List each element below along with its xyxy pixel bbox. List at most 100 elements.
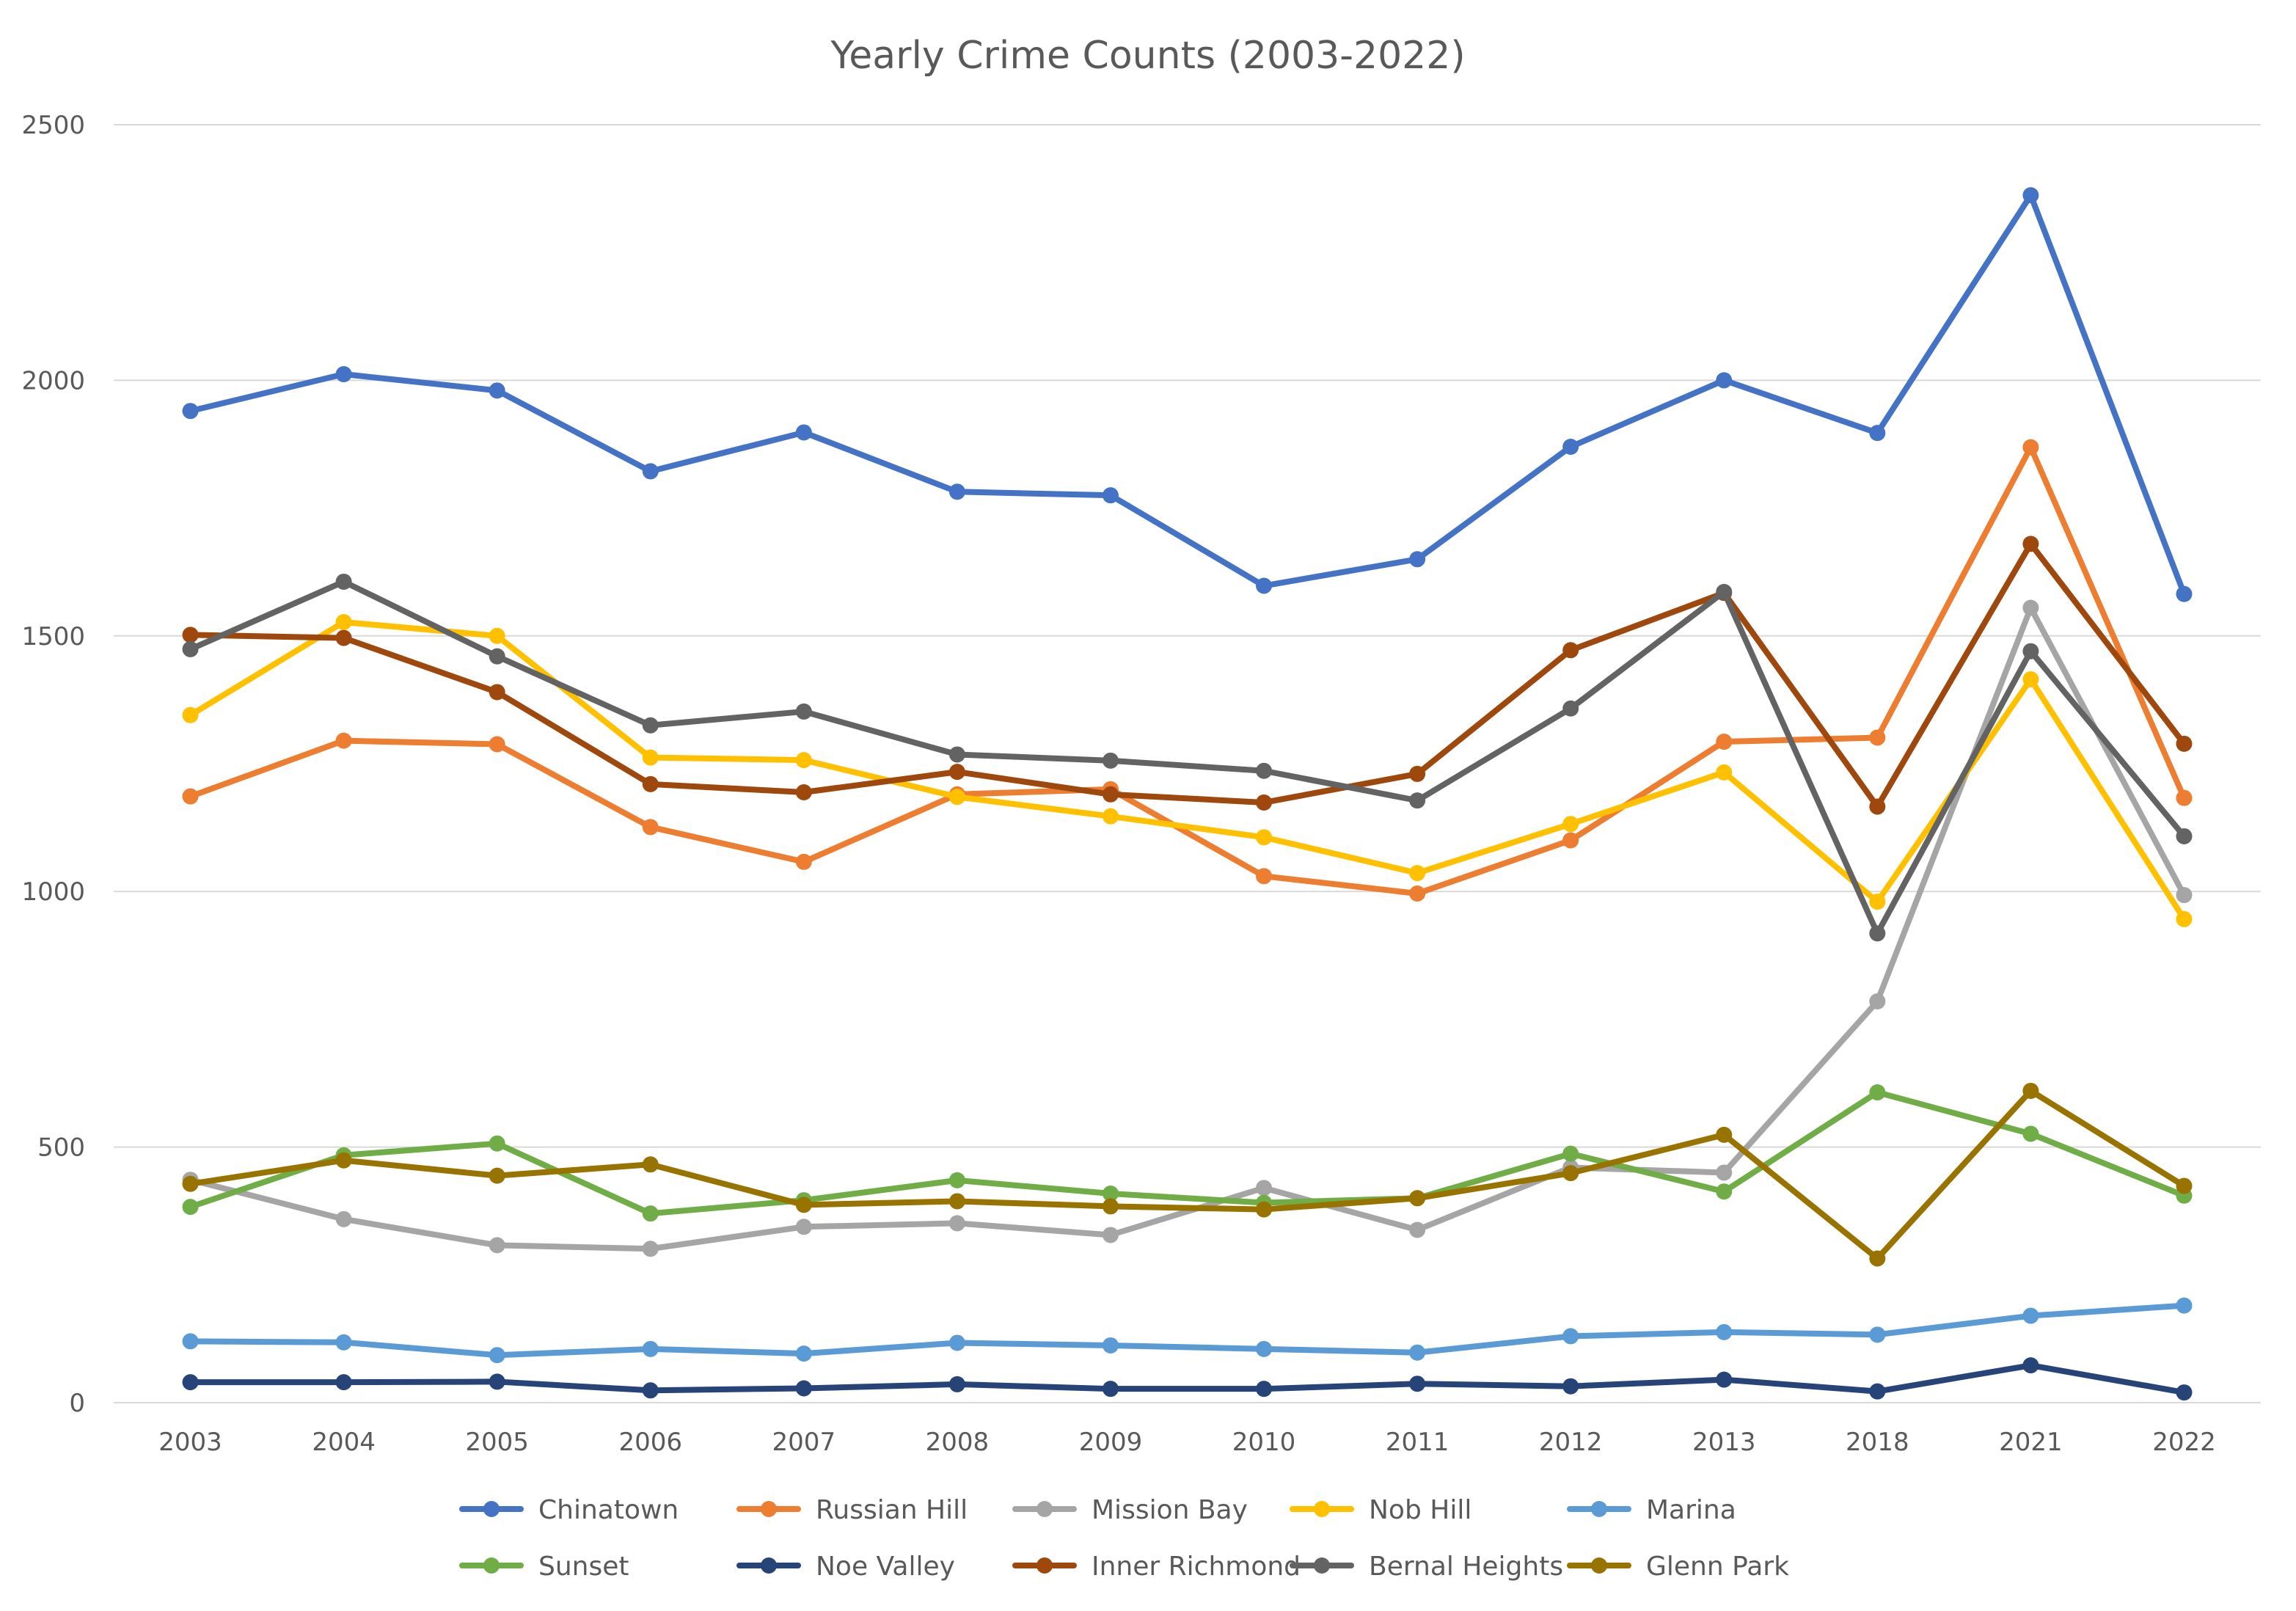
legend-item-noe-valley: Noe Valley [736,1552,955,1582]
data-point-russian-hill [1562,832,1579,849]
data-point-marina [1869,1326,1886,1343]
data-point-mission-bay [2176,887,2193,904]
data-point-mission-bay [1409,1221,1426,1238]
y-tick-label: 500 [37,1133,85,1163]
series-line-noe-valley [187,1362,2187,1396]
data-point-noe-valley [1102,1381,1119,1398]
series-chinatown [182,187,2193,602]
data-point-russian-hill [1869,729,1886,746]
data-point-noe-valley [489,1373,505,1390]
data-point-glenn-park [642,1156,659,1173]
data-point-glenn-park [2176,1177,2193,1194]
data-point-bernal-heights [335,573,352,590]
data-point-russian-hill [182,788,199,805]
legend-label: Marina [1646,1495,1736,1525]
data-point-nob-hill [182,706,199,723]
data-point-nob-hill [1256,829,1273,846]
data-point-mission-bay [948,1215,965,1232]
x-tick-label: 2021 [1999,1428,2063,1457]
series-line-bernal-heights [187,578,2187,937]
data-point-marina [2022,1307,2039,1324]
data-point-inner-richmond [1256,794,1273,811]
legend-label: Mission Bay [1092,1495,1248,1525]
data-point-chinatown [642,463,659,480]
data-point-chinatown [2022,187,2039,204]
data-point-chinatown [1409,551,1426,568]
data-point-inner-richmond [1102,786,1119,803]
data-point-sunset [948,1172,965,1188]
data-point-sunset [642,1205,659,1222]
legend-label: Nob Hill [1369,1495,1471,1525]
y-tick-label: 1000 [21,877,85,907]
data-point-noe-valley [948,1376,965,1392]
data-point-russian-hill [489,736,505,753]
legend-item-nob-hill: Nob Hill [1290,1495,1471,1525]
legend-label: Russian Hill [816,1495,968,1525]
data-point-glenn-park [795,1197,812,1213]
series-russian-hill [182,439,2193,902]
data-point-russian-hill [335,732,352,749]
series-lines [182,187,2193,1401]
data-point-chinatown [1869,425,1886,442]
legend-item-glenn-park: Glenn Park [1567,1552,1789,1582]
legend-label: Sunset [538,1552,629,1582]
data-point-russian-hill [2176,789,2193,806]
x-tick-label: 2004 [312,1428,376,1457]
legend-item-chinatown: Chinatown [459,1495,679,1525]
data-point-marina [1102,1337,1119,1354]
data-point-nob-hill [489,627,505,644]
data-point-russian-hill [1716,734,1733,750]
legend-item-inner-richmond: Inner Richmond [1012,1552,1301,1582]
data-point-sunset [182,1199,199,1216]
data-point-chinatown [335,366,352,383]
data-point-inner-richmond [1562,642,1579,659]
legend-item-sunset: Sunset [459,1552,629,1582]
data-point-bernal-heights [642,717,659,734]
data-point-noe-valley [642,1382,659,1399]
data-point-nob-hill [1562,816,1579,833]
data-point-glenn-park [1869,1250,1886,1267]
data-point-marina [1562,1328,1579,1345]
data-point-inner-richmond [2176,735,2193,752]
x-tick-label: 2018 [1846,1428,1909,1457]
data-point-mission-bay [335,1210,352,1227]
legend-label: Chinatown [538,1495,679,1525]
data-point-marina [489,1347,505,1364]
data-point-glenn-park [1716,1126,1733,1143]
data-point-mission-bay [1869,993,1886,1010]
data-point-bernal-heights [1869,925,1886,942]
series-line-nob-hill [187,618,2187,922]
data-point-bernal-heights [1409,792,1426,809]
y-tick-label: 2500 [21,111,85,140]
data-point-glenn-park [2022,1082,2039,1099]
data-point-chinatown [948,483,965,500]
data-point-chinatown [2176,585,2193,602]
data-point-bernal-heights [1102,752,1119,769]
data-point-noe-valley [1409,1376,1426,1392]
legend-item-bernal-heights: Bernal Heights [1290,1552,1563,1582]
legend-swatch-marker [1037,1501,1053,1517]
data-point-marina [948,1334,965,1351]
x-tick-label: 2010 [1232,1428,1296,1457]
data-point-glenn-park [489,1167,505,1184]
legend-swatch-marker [761,1557,777,1574]
data-point-noe-valley [1716,1371,1733,1388]
data-point-chinatown [1562,438,1579,455]
x-tick-label: 2008 [926,1428,990,1457]
data-point-noe-valley [1256,1381,1273,1398]
data-point-marina [182,1333,199,1350]
data-point-bernal-heights [948,746,965,763]
data-point-chinatown [489,382,505,399]
data-point-marina [642,1340,659,1357]
series-nob-hill [182,613,2193,927]
data-point-marina [1716,1323,1733,1340]
series-line-mission-bay [187,604,2187,1252]
series-noe-valley [182,1357,2193,1401]
legend-swatch-marker [1314,1557,1330,1574]
data-point-nob-hill [2176,910,2193,927]
y-tick-label: 0 [69,1389,85,1418]
data-point-noe-valley [182,1374,199,1391]
series-marina [182,1297,2193,1364]
x-tick-label: 2007 [772,1428,836,1457]
